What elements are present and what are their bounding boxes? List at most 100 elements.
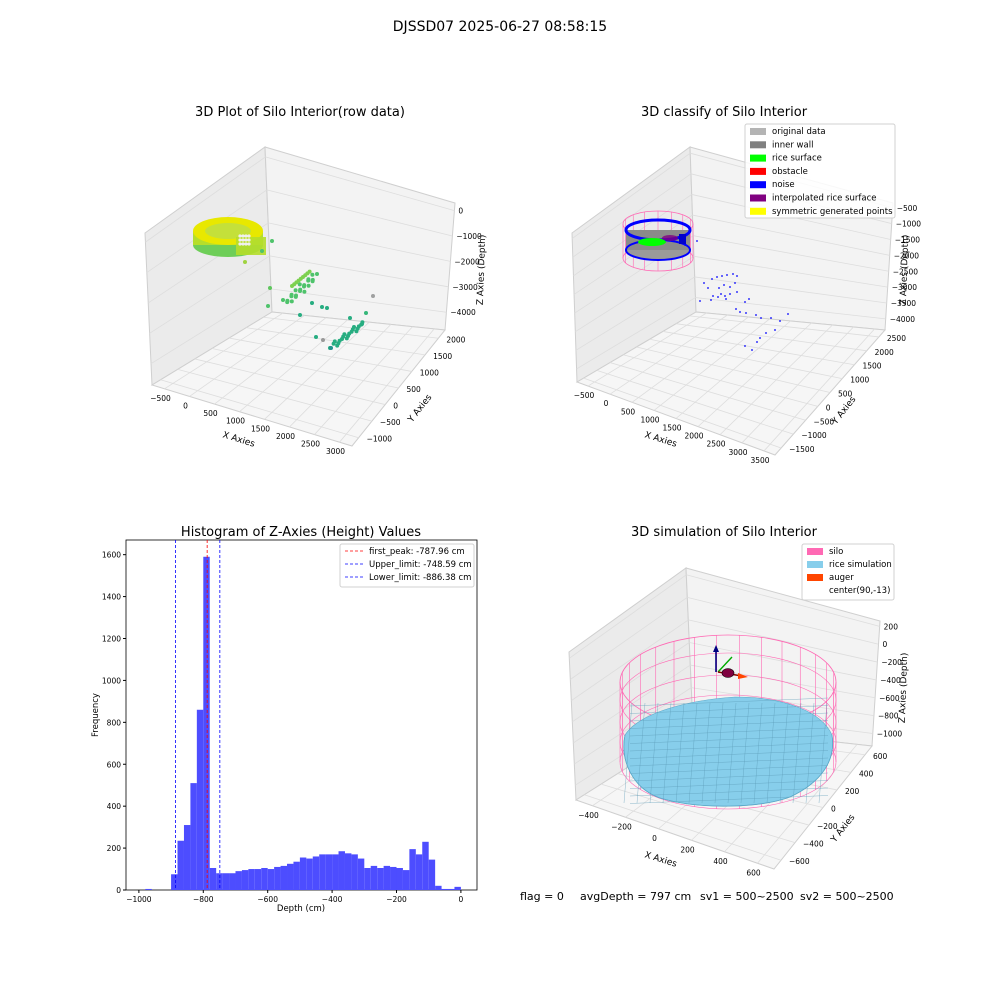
mesh-line bbox=[662, 702, 672, 804]
scatter-point bbox=[247, 242, 251, 246]
mesh-line bbox=[623, 702, 633, 804]
noise-point bbox=[726, 274, 728, 276]
z-axis-label: Z Axies (Depth) bbox=[476, 235, 488, 306]
legend-swatch bbox=[807, 548, 823, 555]
mesh-line bbox=[629, 697, 829, 707]
noise-point bbox=[712, 295, 714, 297]
gridline-z bbox=[695, 297, 886, 320]
scatter-point bbox=[321, 338, 325, 342]
axes-box bbox=[144, 146, 456, 447]
gridline-z bbox=[574, 687, 692, 765]
scatter-point bbox=[266, 304, 270, 308]
gridline-y bbox=[177, 368, 373, 422]
legend-entries: first_peak: -787.96 cm Upper_limit: -748.… bbox=[345, 547, 472, 583]
y-tick-label: 2500 bbox=[887, 334, 906, 343]
gridline-y bbox=[609, 362, 806, 421]
y-tick-label: −500 bbox=[814, 417, 835, 426]
z-tick-label: −2000 bbox=[454, 257, 480, 266]
y-tick-label: −600 bbox=[789, 857, 810, 866]
mesh-line bbox=[629, 720, 829, 729]
scatter-point bbox=[310, 279, 315, 284]
histogram-bar bbox=[248, 869, 255, 890]
noise-point bbox=[748, 298, 750, 300]
pane-floor bbox=[150, 311, 446, 447]
noise-point bbox=[716, 276, 718, 278]
noise-point bbox=[787, 313, 789, 315]
interpolated-rice-surface bbox=[662, 235, 678, 241]
gridline-z bbox=[269, 255, 449, 288]
legend-label: symmetric generated points bbox=[772, 207, 893, 217]
sv1-text: sv1 = 500~2500 bbox=[700, 890, 794, 903]
y-tick-label: 2000 bbox=[875, 348, 894, 357]
scatter-point bbox=[302, 289, 307, 294]
x-axis-label: X Axies bbox=[643, 430, 678, 449]
y-tick-label: 0 bbox=[393, 402, 398, 411]
scatter-point bbox=[347, 331, 352, 336]
tick-labels: −400 −200 0 200 400 600 −600 −400 −200 0 200 400 600… bbox=[578, 622, 902, 877]
scatter-point bbox=[310, 272, 315, 277]
y-tick-label: 200 bbox=[107, 844, 122, 853]
x-tick-label: 0 bbox=[604, 399, 609, 408]
scatter-point bbox=[315, 272, 319, 276]
y-tick-label: 400 bbox=[107, 802, 122, 811]
histogram-bar bbox=[241, 870, 249, 890]
scatter-point bbox=[371, 294, 375, 298]
histogram-bar bbox=[325, 854, 333, 890]
mesh-line bbox=[727, 702, 737, 804]
scatter-point bbox=[289, 299, 294, 304]
x-tick-label: −1000 bbox=[126, 895, 152, 904]
z-tick-label: −2000 bbox=[894, 251, 920, 260]
chart-title: 3D Plot of Silo Interior(row data) bbox=[195, 105, 405, 120]
gridline-y bbox=[662, 331, 855, 366]
z-tick-label: 0 bbox=[458, 207, 463, 216]
gridline-z bbox=[691, 687, 875, 717]
z-tick-label: −1500 bbox=[895, 236, 921, 245]
scatter-point bbox=[356, 324, 361, 329]
noise-point bbox=[755, 314, 757, 316]
legend-label: first_peak: -787.96 cm bbox=[369, 547, 465, 557]
noise-point bbox=[724, 295, 726, 297]
rice-simulation-surface bbox=[623, 696, 834, 807]
x-axis-label: X Axies bbox=[643, 850, 678, 869]
x-tick-label: 600 bbox=[746, 868, 761, 877]
y-tick-label: 1500 bbox=[433, 352, 452, 361]
legend-swatch bbox=[750, 181, 766, 189]
y-tick-label: −400 bbox=[803, 840, 824, 849]
noise-point bbox=[717, 296, 719, 298]
histogram-bar bbox=[190, 783, 197, 890]
y-tick-label: 800 bbox=[107, 718, 122, 727]
histogram-bar bbox=[216, 873, 223, 890]
noise-point bbox=[710, 299, 712, 301]
reference-lines bbox=[175, 540, 221, 890]
tick-labels: −5000500100015002000250030003500−1500−10… bbox=[574, 204, 922, 465]
x-tick-label: −200 bbox=[611, 822, 632, 831]
noise-point bbox=[711, 278, 713, 280]
mesh-line bbox=[629, 765, 829, 774]
gridline-y bbox=[211, 348, 399, 389]
histogram-bar bbox=[409, 849, 416, 890]
legend-swatch bbox=[750, 207, 766, 215]
histogram-bar bbox=[344, 853, 352, 890]
x-tick-label: −400 bbox=[578, 811, 599, 820]
y-tick-label: 2000 bbox=[446, 335, 465, 344]
gridline-y bbox=[649, 338, 843, 380]
histogram-bar bbox=[203, 556, 210, 890]
noise-point bbox=[721, 275, 723, 277]
legend-swatch bbox=[750, 167, 766, 175]
x-axis-label: X Axies bbox=[221, 430, 256, 449]
legend: first_peak: -787.96 cm Upper_limit: -748.… bbox=[339, 543, 475, 588]
histogram-bar bbox=[287, 863, 294, 890]
z-tick-label: −4000 bbox=[450, 308, 476, 317]
raw-data-points bbox=[238, 234, 375, 350]
noise-patch bbox=[679, 234, 686, 244]
y-tick-label: 1000 bbox=[850, 376, 869, 385]
histogram-bar bbox=[293, 861, 300, 890]
gridline-y bbox=[600, 783, 796, 844]
histogram-bar bbox=[222, 873, 230, 890]
legend-label: original data bbox=[772, 127, 826, 137]
noise-points bbox=[684, 240, 789, 351]
gridline-y bbox=[583, 377, 782, 449]
gridline-z bbox=[686, 574, 880, 627]
figure-suptitle: DJSSD07 2025-06-27 08:58:15 bbox=[393, 19, 607, 35]
scatter-point bbox=[298, 313, 302, 317]
